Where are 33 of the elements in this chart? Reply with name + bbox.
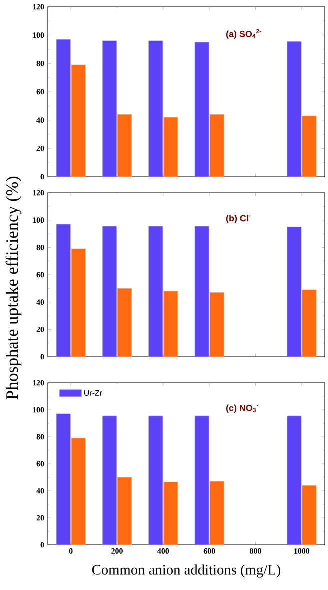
y-axis-title: Phosphate uptake efficiency (%) (6, 176, 22, 400)
bar (210, 114, 224, 177)
bar (71, 248, 86, 357)
bar (71, 438, 86, 545)
bar (210, 292, 224, 357)
bar (71, 64, 86, 177)
bar (148, 416, 164, 545)
bar (102, 416, 117, 545)
bar (194, 42, 210, 177)
bar (164, 117, 178, 177)
bar (102, 40, 117, 177)
bar (194, 416, 210, 545)
annotation: (b) Cl$^{-}$ (226, 215, 251, 224)
bar (148, 226, 164, 357)
bar (148, 40, 164, 177)
bar (118, 114, 132, 177)
bar (56, 224, 71, 357)
bar (302, 290, 317, 357)
bar (210, 481, 224, 545)
x-axis-title: Common anion additions (mg/L) (92, 564, 281, 578)
bar (56, 39, 71, 177)
bar (194, 226, 210, 357)
bar (118, 288, 132, 357)
bar (164, 291, 178, 357)
bar (102, 226, 117, 357)
bar (302, 116, 317, 177)
bar (287, 416, 302, 545)
bar (56, 414, 71, 545)
bar (302, 485, 317, 545)
bar (287, 226, 302, 357)
bar (118, 477, 132, 545)
bar (164, 482, 178, 545)
bar (287, 42, 302, 177)
